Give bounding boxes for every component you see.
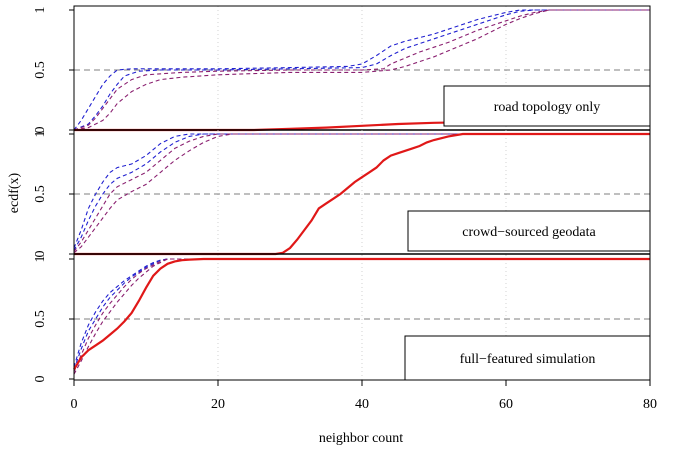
panel-3: full−featured simulation [73,255,651,381]
y-tick-label: 1 [33,7,48,14]
x-axis-title: neighbor count [319,431,403,446]
series-line-dashed-purple [73,9,650,131]
panel-label: road topology only [494,100,601,115]
y-tick-label: 0 [33,127,48,134]
y-tick-label: 0 [33,376,48,383]
series-line-dashed-blue [73,133,650,251]
x-tick-label: 40 [355,397,369,412]
series-line-dashed-blue [73,9,650,131]
series-line-dashed-purple [73,9,650,131]
panel-label: full−featured simulation [460,352,596,367]
y-axis-title: ecdf(x) [7,172,22,213]
y-tick-label: 0.5 [33,61,48,79]
series-line-dashed-purple [73,133,650,252]
x-tick-label: 0 [71,397,78,412]
y-tick-label: 1 [33,131,48,138]
series-line-solid-red [73,257,650,370]
panel-label-box [443,85,651,127]
series-line-dashed-blue [73,258,650,370]
panel-1: road topology only [73,6,651,132]
series-line-dashed-purple [73,258,650,375]
y-tick-label: 0.5 [33,310,48,328]
panel-label: crowd−sourced geodata [462,225,596,240]
y-tick-label: 0 [33,251,48,258]
panel-2: crowd−sourced geodata [73,130,651,256]
x-tick-label: 60 [499,397,513,412]
x-tick-label: 20 [211,397,225,412]
series-line-dashed-blue [73,9,650,131]
x-tick-label: 80 [643,397,657,412]
y-tick-label: 0.5 [33,185,48,203]
series-line-dashed-purple [73,258,650,373]
series-line-dashed-purple [73,133,650,254]
panels-layer: road topology only crowd−sourced geodata f… [73,6,651,381]
y-tick-label: 1 [33,256,48,263]
series-line-dashed-blue [73,133,650,249]
